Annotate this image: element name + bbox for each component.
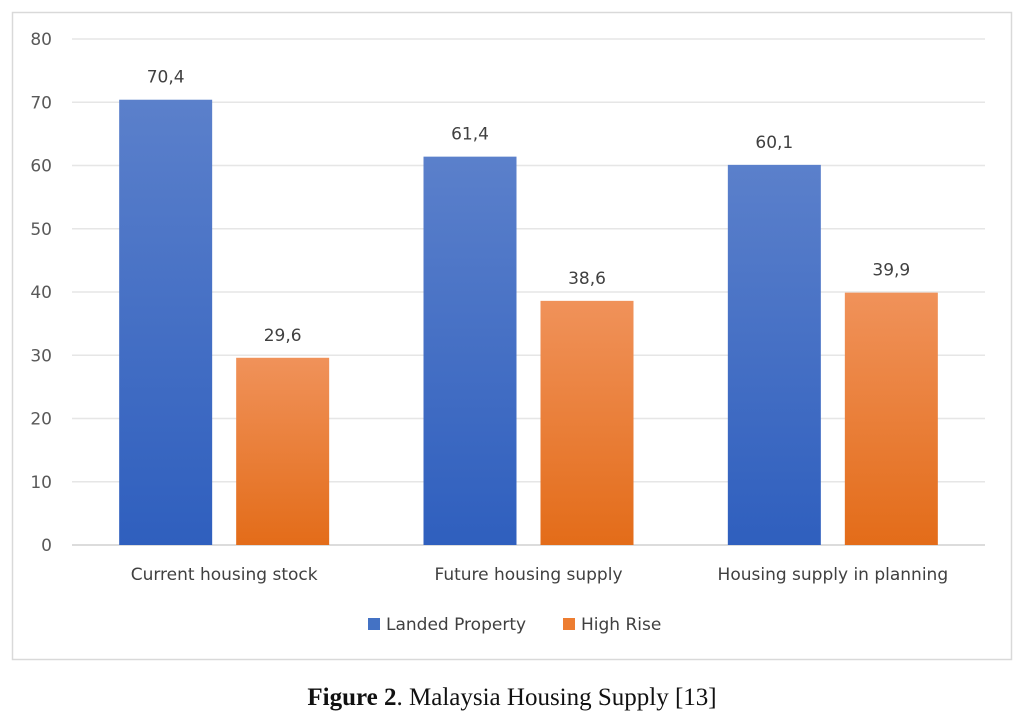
- data-label: 70,4: [147, 68, 185, 88]
- y-tick-label: 50: [30, 220, 52, 240]
- legend-swatch: [563, 618, 575, 630]
- legend-label: Landed Property: [386, 615, 526, 635]
- data-label: 29,6: [264, 326, 302, 346]
- bar-landed-property: [119, 99, 213, 545]
- bar-high-rise: [844, 292, 938, 545]
- data-label: 61,4: [451, 125, 489, 145]
- legend: Landed Property High Rise: [368, 615, 661, 635]
- y-tick-label: 60: [30, 157, 52, 177]
- y-tick-label: 70: [30, 93, 52, 113]
- y-tick-label: 30: [30, 346, 52, 366]
- y-tick-label: 80: [30, 30, 52, 50]
- bar-high-rise: [540, 300, 634, 545]
- y-tick-label: 20: [30, 410, 52, 430]
- data-label: 39,9: [872, 261, 910, 281]
- data-label: 38,6: [568, 269, 606, 289]
- legend-label: High Rise: [581, 615, 661, 635]
- x-tick-label: Housing supply in planning: [718, 565, 949, 585]
- bar-landed-property: [727, 164, 821, 545]
- y-tick-label: 40: [30, 283, 52, 303]
- x-tick-label: Current housing stock: [131, 565, 318, 585]
- figure-caption: Figure 2. Malaysia Housing Supply [13]: [0, 684, 1024, 712]
- bar-landed-property: [423, 156, 517, 545]
- figure-label: Figure 2: [307, 684, 397, 711]
- legend-swatch: [368, 618, 380, 630]
- figure-title: . Malaysia Housing Supply [13]: [396, 684, 717, 711]
- bar-high-rise: [236, 357, 330, 545]
- x-tick-label: Future housing supply: [434, 565, 622, 585]
- y-tick-label: 0: [41, 536, 52, 556]
- y-tick-label: 10: [30, 473, 52, 493]
- data-label: 60,1: [755, 133, 793, 153]
